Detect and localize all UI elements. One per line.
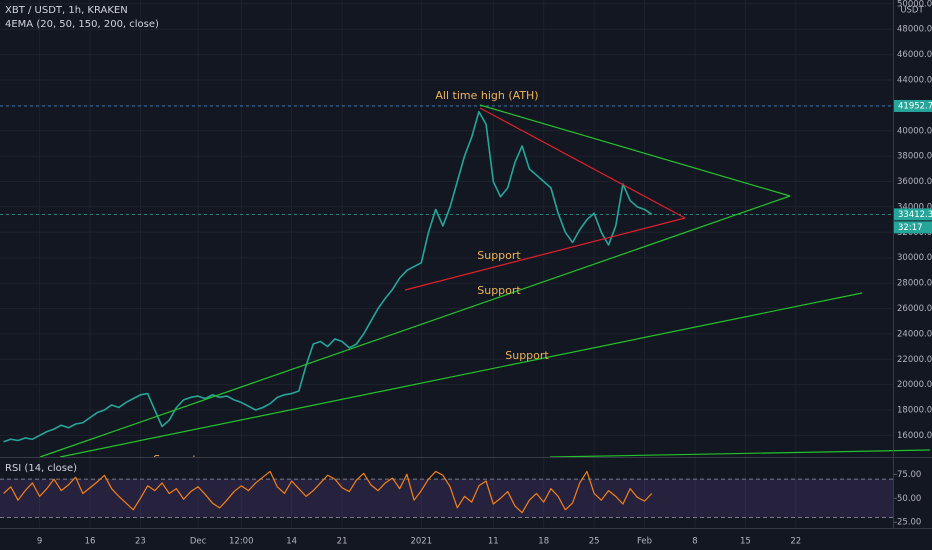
x-tick-label: 11 bbox=[488, 537, 499, 547]
y-tick-label: 25.00 bbox=[897, 518, 921, 528]
y-tick-label: 38000.00 bbox=[897, 152, 932, 162]
annotation: All time high (ATH) bbox=[435, 89, 538, 102]
series-line bbox=[3, 110, 653, 443]
trendline bbox=[549, 449, 931, 458]
y-tick-label: 36000.00 bbox=[897, 177, 932, 187]
y-tick-label: 24000.00 bbox=[897, 329, 932, 339]
x-tick-label: 23 bbox=[135, 537, 146, 547]
x-tick-label: 18 bbox=[538, 537, 549, 547]
x-tick-label: 21 bbox=[337, 537, 348, 547]
x-tick-label: Dec bbox=[190, 537, 207, 547]
y-tick-label: 46000.00 bbox=[897, 50, 932, 60]
x-tick-label: 15 bbox=[740, 537, 751, 547]
trendline bbox=[59, 292, 863, 458]
indicator-legend: 4EMA (20, 50, 150, 200, close) bbox=[5, 19, 159, 30]
x-tick-label: 2021 bbox=[410, 537, 432, 547]
series-line bbox=[3, 470, 653, 514]
y-tick-label: 75.00 bbox=[897, 470, 921, 480]
y-tick-label: 48000.00 bbox=[897, 25, 932, 35]
price-label: 41952.7 bbox=[898, 101, 932, 111]
x-tick-label: 25 bbox=[589, 537, 600, 547]
drawings: All time high (ATH) Support Support Supp… bbox=[39, 89, 931, 466]
pane-background bbox=[0, 458, 932, 528]
y-tick-label: 22000.00 bbox=[897, 355, 932, 365]
y-tick-label: 28000.00 bbox=[897, 279, 932, 289]
y-tick-label: 16000.00 bbox=[897, 431, 932, 441]
rsi-band bbox=[0, 479, 893, 518]
chart-title: XBT / USDT, 1h, KRAKEN bbox=[5, 5, 128, 16]
trendline bbox=[39, 195, 791, 458]
rsi-pane bbox=[0, 457, 932, 528]
x-tick-label: 9 bbox=[37, 537, 42, 547]
y-tick-label: 26000.00 bbox=[897, 304, 932, 314]
currency-label: USDT bbox=[900, 6, 924, 16]
price-label: 33412.3 bbox=[898, 210, 932, 220]
trendline bbox=[404, 217, 686, 291]
trendline bbox=[479, 107, 686, 219]
y-tick-label: 30000.00 bbox=[897, 253, 932, 263]
x-tick-label: 22 bbox=[790, 537, 801, 547]
y-tick-label: 44000.00 bbox=[897, 75, 932, 85]
y-tick-label: 18000.00 bbox=[897, 406, 932, 416]
x-tick-label: 8 bbox=[692, 537, 697, 547]
price-label-box bbox=[894, 99, 932, 112]
x-tick-label: Feb bbox=[637, 537, 652, 547]
trendline bbox=[479, 104, 791, 197]
annotation: Support bbox=[477, 284, 521, 297]
price-label-box bbox=[894, 208, 932, 221]
y-tick-label: 50.00 bbox=[897, 494, 921, 504]
countdown-box bbox=[894, 221, 932, 234]
y-tick-label: 40000.00 bbox=[897, 126, 932, 136]
y-tick-label: 34000.00 bbox=[897, 202, 932, 212]
x-tick-label: 12:00 bbox=[229, 537, 254, 547]
countdown: 32:17 bbox=[898, 223, 923, 233]
annotation: Support bbox=[477, 249, 521, 262]
y-tick-label: 50000.00 bbox=[897, 0, 932, 9]
price-pane bbox=[0, 0, 893, 457]
rsi-title: RSI (14, close) bbox=[5, 463, 77, 474]
y-tick-label: 20000.00 bbox=[897, 380, 932, 390]
annotation: Support bbox=[505, 349, 549, 362]
x-tick-label: 14 bbox=[286, 537, 297, 547]
x-tick-label: 16 bbox=[85, 537, 96, 547]
